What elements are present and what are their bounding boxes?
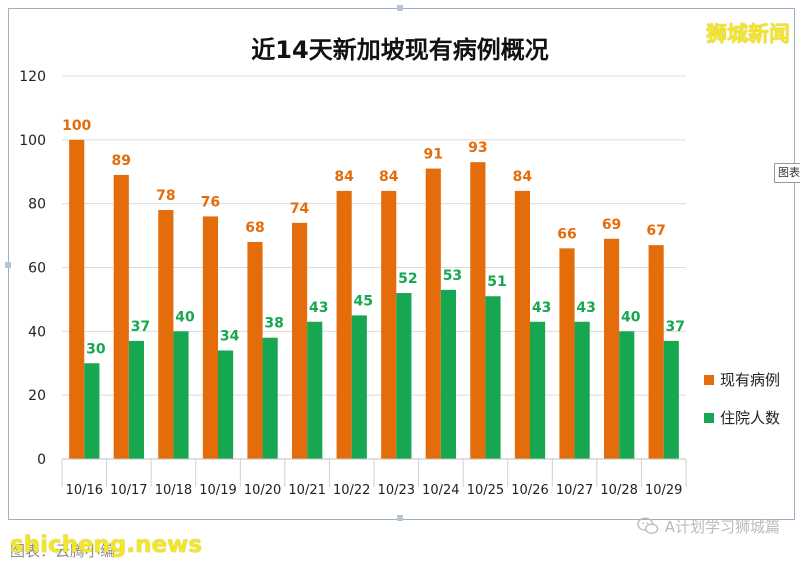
- data-label: 34: [220, 328, 240, 344]
- x-tick-label: 10/25: [467, 483, 504, 498]
- bar-hospitalized: [307, 321, 323, 459]
- wechat-icon: [636, 517, 659, 535]
- wechat-label: A计划学习狮城篇: [664, 517, 780, 536]
- resize-handle-top[interactable]: [397, 5, 403, 11]
- x-tick-label: 10/22: [333, 483, 370, 498]
- data-label: 91: [424, 147, 443, 163]
- y-tick-label: 40: [28, 324, 46, 340]
- data-label: 78: [156, 188, 175, 204]
- bar-current-cases: [291, 222, 308, 459]
- wechat-watermark: A计划学习狮城篇: [636, 515, 780, 537]
- bar-hospitalized: [485, 296, 501, 459]
- chart-title: 近14天新加坡现有病例概况: [251, 36, 548, 64]
- bar-hospitalized: [218, 350, 234, 459]
- bar-hospitalized: [440, 289, 457, 459]
- bar-hospitalized: [173, 331, 189, 459]
- x-tick-label: 10/16: [66, 483, 103, 498]
- bar-hospitalized: [128, 340, 145, 459]
- y-tick-label: 80: [28, 197, 46, 213]
- legend-label: 现有病例: [720, 371, 780, 389]
- x-tick-label: 10/21: [288, 483, 325, 498]
- data-label: 40: [621, 309, 641, 325]
- bar-hospitalized: [396, 293, 412, 459]
- x-tick-label: 10/17: [110, 483, 147, 498]
- data-label: 43: [532, 300, 551, 316]
- resize-handle-bottom[interactable]: [397, 515, 403, 521]
- bar-current-cases: [559, 248, 575, 459]
- data-label: 89: [112, 153, 131, 169]
- data-label: 84: [379, 169, 399, 185]
- legend-swatch: [704, 375, 714, 385]
- data-label: 37: [131, 319, 150, 335]
- bar-chart: 近14天新加坡现有病例概况 100 30 89 37 78 40 76 34 68 38 74 43 8…: [19, 36, 780, 498]
- data-label: 45: [354, 293, 373, 309]
- y-tick-label: 0: [37, 452, 46, 468]
- data-label: 67: [646, 223, 665, 239]
- y-tick-label: 20: [28, 388, 46, 404]
- x-tick-label: 10/26: [511, 483, 548, 498]
- data-label: 84: [513, 169, 533, 185]
- data-label: 37: [666, 319, 685, 335]
- bar-current-cases: [381, 190, 397, 459]
- data-label: 76: [201, 194, 220, 210]
- x-tick-label: 10/20: [244, 483, 281, 498]
- bar-hospitalized: [84, 363, 100, 459]
- data-label: 30: [86, 341, 106, 357]
- x-tick-label: 10/19: [199, 483, 236, 498]
- data-label: 40: [175, 309, 195, 325]
- bar-hospitalized: [619, 331, 635, 459]
- x-tick-label: 10/23: [378, 483, 415, 498]
- bar-hospitalized: [663, 340, 679, 459]
- x-tick-label: 10/24: [422, 483, 459, 498]
- data-label: 38: [264, 316, 283, 332]
- bar-current-cases: [470, 162, 486, 460]
- bar-current-cases: [425, 168, 441, 459]
- data-label: 100: [62, 118, 91, 134]
- source-caption: 图表：云腾小编: [10, 542, 116, 560]
- data-label: 93: [468, 140, 487, 156]
- bar-current-cases: [202, 216, 218, 459]
- data-label: 43: [576, 300, 595, 316]
- data-label: 74: [290, 201, 310, 217]
- data-label: 52: [398, 271, 417, 287]
- bar-hospitalized: [262, 337, 278, 459]
- data-label: 66: [557, 226, 576, 242]
- y-tick-label: 120: [19, 69, 46, 85]
- bar-current-cases: [113, 174, 129, 460]
- x-tick-label: 10/29: [645, 483, 682, 498]
- bar-hospitalized: [351, 315, 367, 459]
- data-label: 68: [245, 220, 264, 236]
- x-tick-label: 10/28: [600, 483, 637, 498]
- legend-swatch: [704, 413, 714, 423]
- data-label: 43: [309, 300, 328, 316]
- bar-current-cases: [336, 190, 352, 459]
- bar-current-cases: [603, 238, 620, 459]
- resize-handle-left[interactable]: [5, 262, 11, 268]
- legend-label: 住院人数: [720, 409, 780, 427]
- bar-current-cases: [69, 139, 85, 460]
- bar-current-cases: [514, 190, 530, 459]
- brand-watermark: 狮城新闻: [706, 22, 790, 46]
- bar-current-cases: [247, 241, 263, 459]
- x-tick-label: 10/18: [155, 483, 192, 498]
- data-label: 84: [334, 169, 354, 185]
- y-tick-label: 60: [28, 261, 46, 277]
- data-label: 51: [487, 274, 506, 290]
- bar-current-cases: [158, 210, 174, 459]
- y-tick-label: 100: [19, 133, 46, 149]
- url-watermark: shicheng.news: [10, 532, 203, 558]
- bar-hospitalized: [530, 321, 546, 459]
- data-label: 53: [443, 268, 462, 284]
- bar-current-cases: [648, 245, 664, 459]
- side-tab[interactable]: 图表: [774, 163, 800, 183]
- x-tick-label: 10/27: [556, 483, 593, 498]
- data-label: 69: [602, 217, 621, 233]
- bar-hospitalized: [574, 321, 590, 459]
